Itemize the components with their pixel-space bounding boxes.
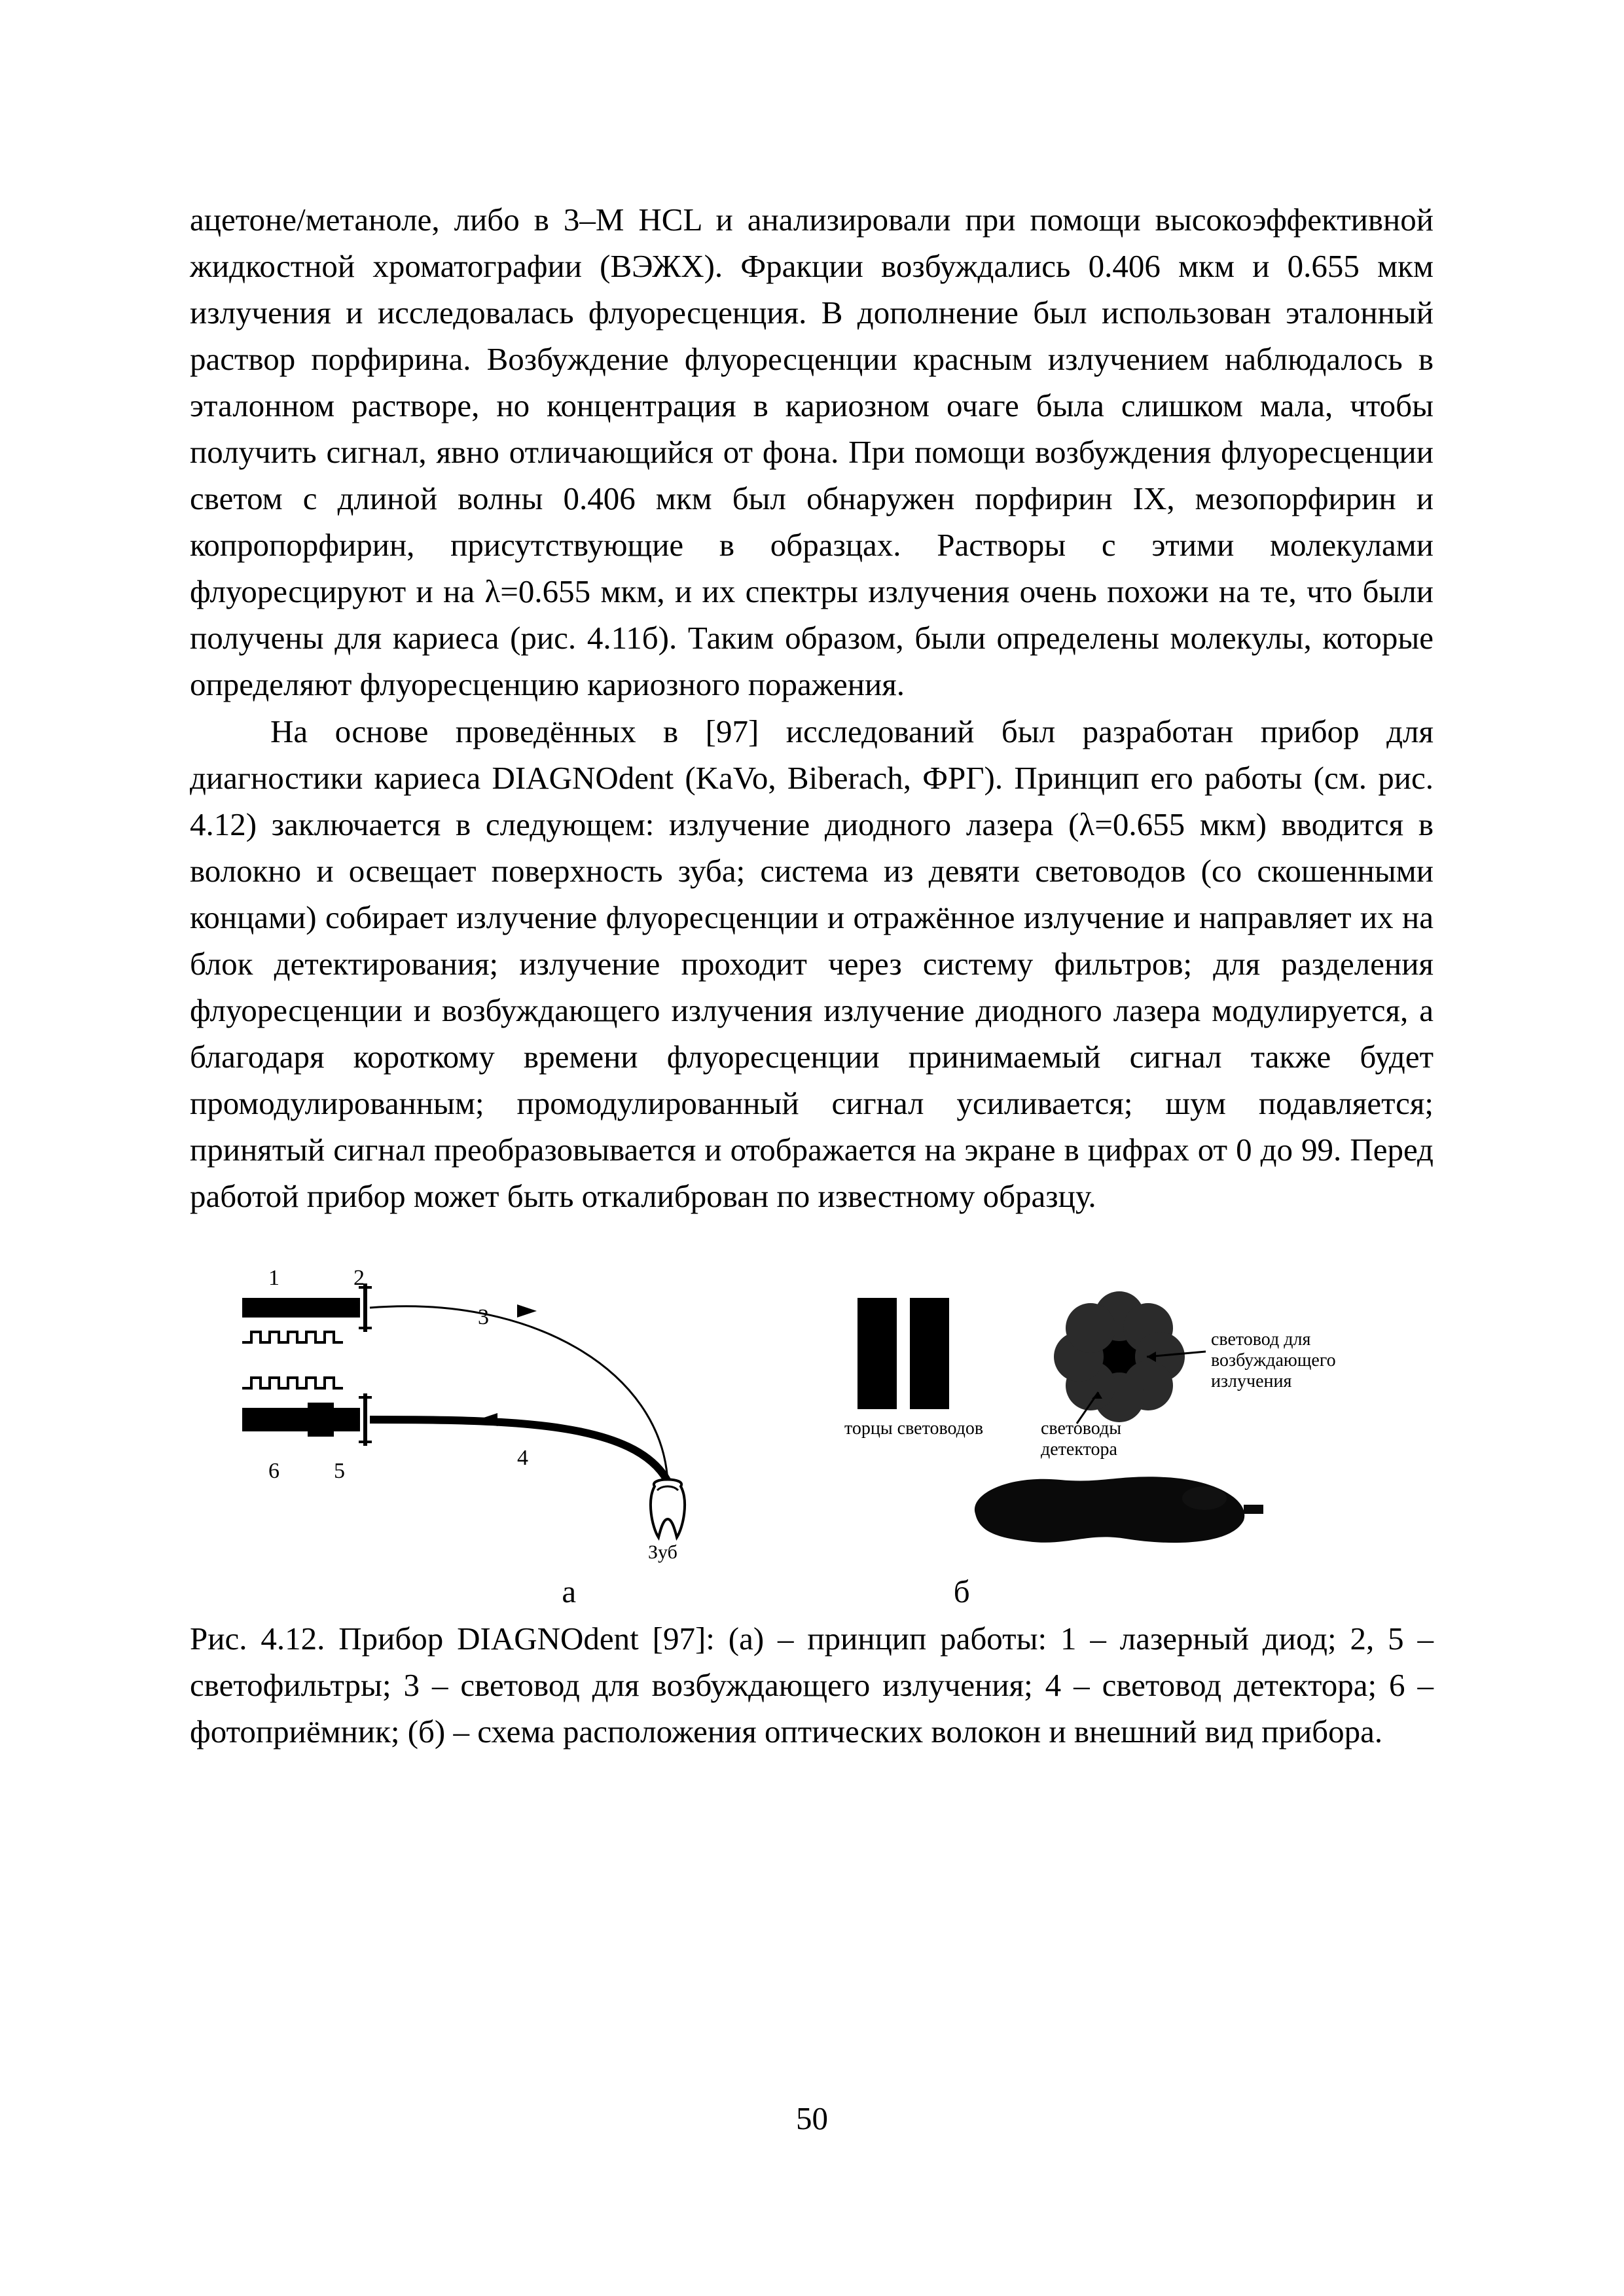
panel-label-a: а — [562, 1573, 576, 1610]
figure-caption: Рис. 4.12. Прибор DIAGNOdent [97]: (а) –… — [190, 1615, 1434, 1755]
fiber-ring — [1054, 1291, 1185, 1422]
fig-label-5: 5 — [334, 1459, 345, 1483]
fig-label-det2: детектора — [1041, 1439, 1117, 1460]
fig-label-1: 1 — [268, 1266, 280, 1290]
panel-b: торцы световодов световоды дет — [844, 1291, 1336, 1543]
fig-label-3: 3 — [478, 1305, 489, 1329]
fig-label-ends: торцы световодов — [844, 1418, 983, 1439]
device-silhouette — [975, 1477, 1263, 1543]
fig-label-tooth: Зуб — [648, 1541, 677, 1563]
fig-label-det1: световоды — [1041, 1418, 1121, 1439]
panel-label-b: б — [954, 1573, 970, 1610]
page-number: 50 — [0, 2100, 1624, 2137]
figure-4-12: 1 2 3 4 5 6 Зуб торцы световодов — [190, 1259, 1434, 1755]
fig-label-2: 2 — [353, 1266, 365, 1290]
paragraph-2: На основе проведённых в [97] исследовани… — [190, 708, 1434, 1220]
fig-label-4: 4 — [517, 1446, 528, 1470]
panel-a: 1 2 3 4 5 6 Зуб — [242, 1266, 685, 1563]
figure-svg: 1 2 3 4 5 6 Зуб торцы световодов — [190, 1259, 1434, 1566]
page-content: ацетоне/метаноле, либо в 3–М HCL и анали… — [190, 196, 1434, 1787]
fig-label-exc1: световод для — [1211, 1329, 1310, 1350]
fig-label-exc2: возбуждающего — [1211, 1350, 1336, 1371]
fig-label-exc3: излучения — [1211, 1371, 1291, 1391]
panel-labels: а б — [190, 1573, 1434, 1610]
fig-label-6: 6 — [268, 1459, 280, 1483]
paragraph-1: ацетоне/метаноле, либо в 3–М HCL и анали… — [190, 196, 1434, 708]
